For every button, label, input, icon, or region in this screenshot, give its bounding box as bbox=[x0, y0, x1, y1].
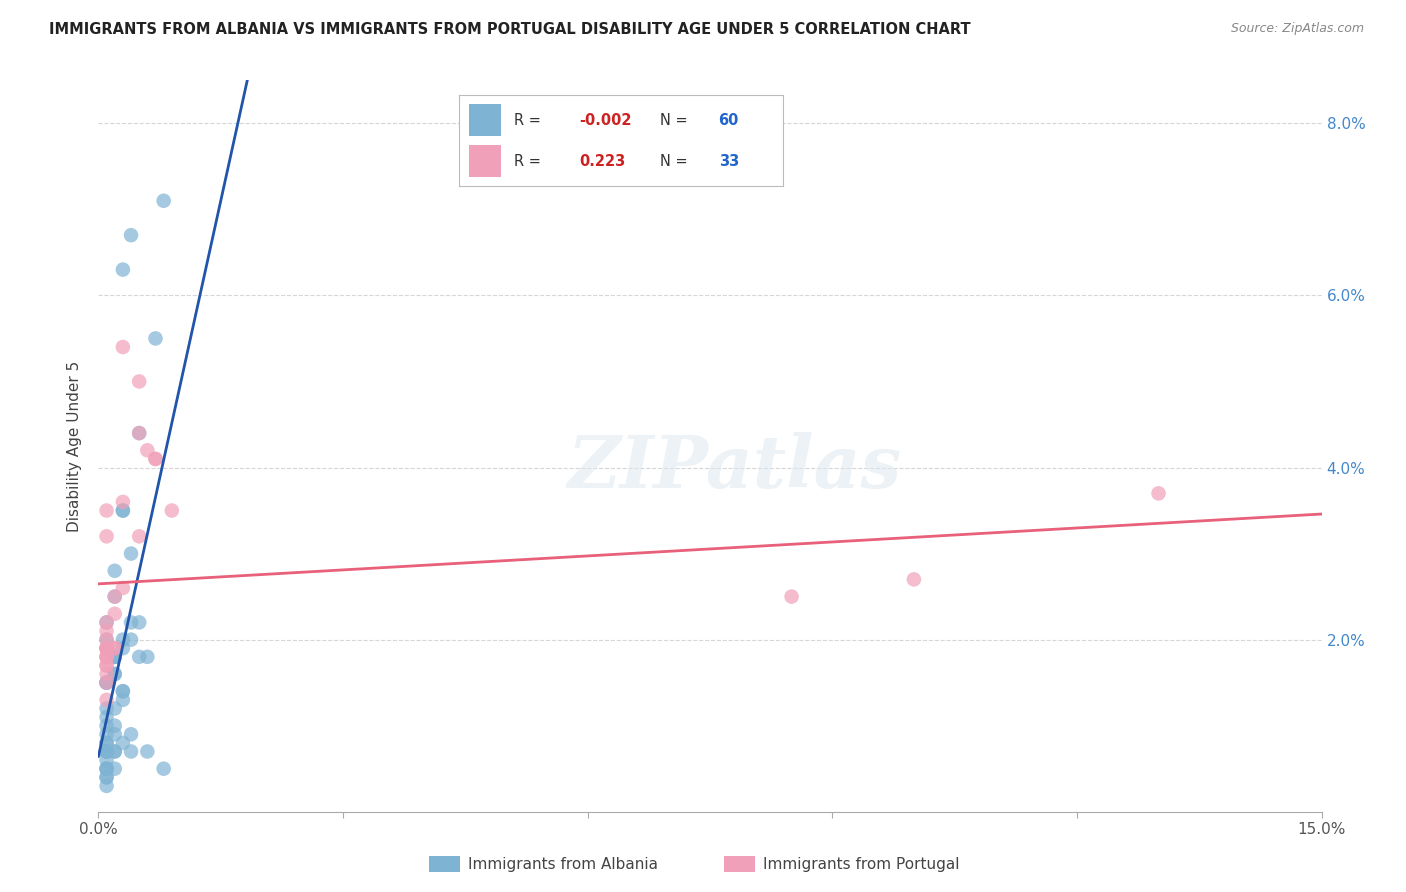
Point bbox=[104, 744, 127, 758]
Point bbox=[96, 779, 118, 793]
Point bbox=[104, 649, 127, 664]
Point bbox=[96, 770, 118, 784]
Point bbox=[104, 649, 127, 664]
Point bbox=[104, 727, 127, 741]
Point bbox=[104, 667, 127, 681]
Point bbox=[96, 503, 118, 517]
Point bbox=[128, 649, 150, 664]
Point bbox=[104, 649, 127, 664]
Point bbox=[96, 762, 118, 776]
Point bbox=[1147, 486, 1170, 500]
Point bbox=[96, 529, 118, 543]
Point bbox=[96, 753, 118, 767]
Point bbox=[96, 641, 118, 656]
Point bbox=[111, 693, 134, 707]
Point bbox=[120, 727, 142, 741]
Point bbox=[104, 564, 127, 578]
Point bbox=[152, 762, 174, 776]
Point bbox=[96, 649, 118, 664]
Y-axis label: Disability Age Under 5: Disability Age Under 5 bbox=[67, 360, 83, 532]
Point bbox=[128, 529, 150, 543]
Point bbox=[104, 590, 127, 604]
Point bbox=[96, 744, 118, 758]
Point bbox=[96, 727, 118, 741]
Point bbox=[104, 701, 127, 715]
Point bbox=[120, 615, 142, 630]
Point bbox=[128, 426, 150, 441]
Point bbox=[111, 684, 134, 698]
Text: Immigrants from Albania: Immigrants from Albania bbox=[468, 857, 658, 871]
Point bbox=[104, 590, 127, 604]
Point bbox=[96, 667, 118, 681]
Point bbox=[111, 684, 134, 698]
Point bbox=[104, 641, 127, 656]
Point bbox=[96, 744, 118, 758]
Point bbox=[96, 744, 118, 758]
Point bbox=[96, 641, 118, 656]
Point bbox=[96, 744, 118, 758]
Point bbox=[96, 736, 118, 750]
Point bbox=[96, 649, 118, 664]
Point bbox=[111, 262, 134, 277]
Point bbox=[96, 641, 118, 656]
Point bbox=[96, 641, 118, 656]
Point bbox=[96, 693, 118, 707]
Point bbox=[145, 331, 167, 345]
Point bbox=[111, 641, 134, 656]
Point bbox=[160, 503, 183, 517]
Point bbox=[120, 744, 142, 758]
Point bbox=[104, 762, 127, 776]
Point bbox=[104, 719, 127, 733]
Point bbox=[128, 615, 150, 630]
Point bbox=[96, 658, 118, 673]
Point bbox=[96, 649, 118, 664]
Point bbox=[96, 675, 118, 690]
Point bbox=[96, 736, 118, 750]
Point bbox=[128, 375, 150, 389]
Point bbox=[104, 744, 127, 758]
Point bbox=[111, 495, 134, 509]
Point bbox=[145, 451, 167, 466]
Point bbox=[96, 710, 118, 724]
Text: Source: ZipAtlas.com: Source: ZipAtlas.com bbox=[1230, 22, 1364, 36]
Point bbox=[120, 547, 142, 561]
Point bbox=[96, 675, 118, 690]
Text: IMMIGRANTS FROM ALBANIA VS IMMIGRANTS FROM PORTUGAL DISABILITY AGE UNDER 5 CORRE: IMMIGRANTS FROM ALBANIA VS IMMIGRANTS FR… bbox=[49, 22, 970, 37]
Point bbox=[96, 675, 118, 690]
Point bbox=[780, 590, 803, 604]
Point bbox=[96, 762, 118, 776]
Point bbox=[104, 607, 127, 621]
Point bbox=[111, 503, 134, 517]
Point bbox=[96, 615, 118, 630]
Point bbox=[96, 701, 118, 715]
Point bbox=[96, 658, 118, 673]
Point bbox=[111, 503, 134, 517]
Point bbox=[111, 736, 134, 750]
Text: ZIPatlas: ZIPatlas bbox=[568, 433, 901, 503]
Point bbox=[145, 451, 167, 466]
Point bbox=[136, 744, 159, 758]
Point bbox=[96, 770, 118, 784]
Point bbox=[128, 426, 150, 441]
Point bbox=[96, 762, 118, 776]
Point bbox=[96, 632, 118, 647]
Point bbox=[96, 744, 118, 758]
Point bbox=[96, 719, 118, 733]
Point bbox=[152, 194, 174, 208]
Point bbox=[96, 615, 118, 630]
Text: Immigrants from Portugal: Immigrants from Portugal bbox=[763, 857, 960, 871]
Point bbox=[111, 581, 134, 595]
Point bbox=[136, 649, 159, 664]
Point bbox=[120, 228, 142, 243]
Point bbox=[120, 632, 142, 647]
Point bbox=[104, 641, 127, 656]
Point bbox=[136, 443, 159, 458]
Point bbox=[96, 624, 118, 638]
Point bbox=[104, 667, 127, 681]
Point bbox=[903, 573, 925, 587]
Point bbox=[111, 632, 134, 647]
Point bbox=[111, 340, 134, 354]
Point bbox=[96, 675, 118, 690]
Point bbox=[96, 632, 118, 647]
